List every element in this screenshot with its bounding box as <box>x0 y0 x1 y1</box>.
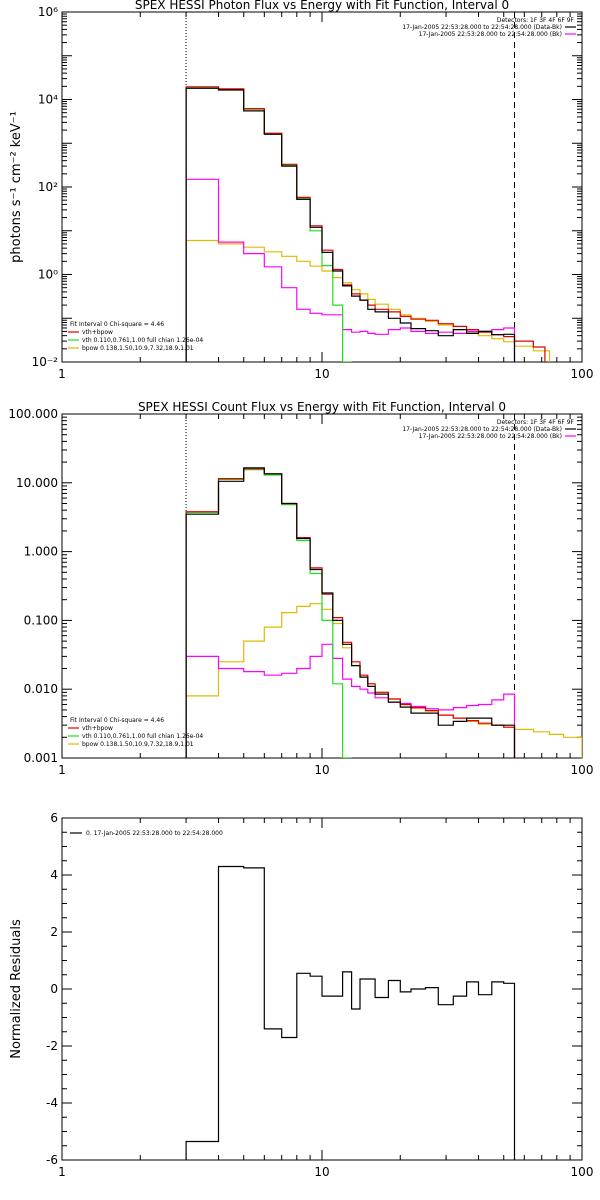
y-tick-label: 2 <box>50 925 58 939</box>
chart-panel-2: 1 10 100 -6 -4 -2 0 2 4 6 Normalized Residuals 0. 1… <box>9 811 593 1179</box>
series-data <box>185 87 516 362</box>
x-tick-label: 1 <box>58 1165 66 1179</box>
y-tick-label: 10.000 <box>16 476 58 490</box>
legend-top-line: Detectors: 1F 3F 4F 6F 9F <box>497 17 575 24</box>
x-tick-label: 10 <box>314 763 329 777</box>
y-tick-label: 10⁻² <box>32 355 59 369</box>
series-data <box>185 467 516 758</box>
y-axis-label: Normalized Residuals <box>9 919 24 1059</box>
series-vth-bpow <box>185 468 516 758</box>
y-tick-label: 10² <box>38 180 58 194</box>
chart-panel-1: 1 10 100 0.001 0.010 0.100 1.000 10.000 100.000 S… <box>8 400 593 777</box>
y-tick-label: 0 <box>50 982 58 996</box>
series-vth <box>185 469 352 758</box>
fit-legend-line: vth+bpow <box>82 725 113 732</box>
series-data <box>185 865 516 1160</box>
series-background <box>185 643 516 758</box>
series-bpow <box>185 603 582 758</box>
x-tick-label: 100 <box>571 367 594 381</box>
y-tick-label: -2 <box>46 1039 58 1053</box>
series-vth-bpow <box>185 86 546 362</box>
fit-legend-line: Fit Interval 0 Chi-square = 4.46 <box>70 321 164 328</box>
plot-frame <box>61 11 583 363</box>
chart-title: SPEX HESSI Photon Flux vs Energy with Fi… <box>135 0 509 12</box>
series-background <box>185 178 516 362</box>
y-tick-label: 0.100 <box>24 613 58 627</box>
y-tick-label: 1.000 <box>24 545 58 559</box>
fit-legend-line: vth+bpow <box>82 329 113 336</box>
chart-panel-0: 1 10 100 10⁻² 10⁰ 10² 10⁴ 10⁶ SPEX HESSI Photon … <box>9 0 593 381</box>
x-tick-label: 10 <box>314 1165 329 1179</box>
legend-top-line: 17-Jan-2005 22:53:28.000 to 22:54:28.000… <box>419 31 562 38</box>
y-tick-label: 10⁴ <box>38 93 58 107</box>
y-tick-label: -4 <box>46 1096 58 1110</box>
series-bpow <box>185 239 551 362</box>
chart-title: SPEX HESSI Count Flux vs Energy with Fit… <box>138 400 506 414</box>
fit-legend-line: bpow 0.138,1.50,10.9,7.32,18.9,1.01 <box>82 741 194 748</box>
y-tick-label: 100.000 <box>8 407 58 421</box>
series-vth <box>185 86 352 362</box>
fit-legend-line: Fit Interval 0 Chi-square = 4.46 <box>70 717 164 724</box>
legend-top-line: 17-Jan-2005 22:53:28.000 to 22:54:28.000… <box>402 426 562 433</box>
y-tick-label: 0.010 <box>24 682 58 696</box>
fit-legend-line: bpow 0.138,1.50,10.9,7.32,18.9,1.01 <box>82 345 194 352</box>
y-tick-label: 10⁰ <box>38 268 58 282</box>
y-tick-label: 0.001 <box>24 751 58 765</box>
x-tick-label: 100 <box>571 1165 594 1179</box>
y-tick-label: 10⁶ <box>38 5 58 19</box>
legend-top-line: 17-Jan-2005 22:53:28.000 to 22:54:28.000… <box>419 433 562 440</box>
legend-top-line: 17-Jan-2005 22:53:28.000 to 22:54:28.000… <box>402 24 562 31</box>
y-tick-label: -6 <box>46 1153 58 1167</box>
legend-line: 0. 17-Jan-2005 22:53:28.000 to 22:54:28.… <box>86 830 223 837</box>
y-tick-label: 4 <box>50 868 58 882</box>
fit-legend-line: vth 0.110,0.761,1.00 full chian 1.26e-04 <box>82 733 203 740</box>
x-tick-label: 1 <box>58 763 66 777</box>
y-axis-label: photons s⁻¹ cm⁻² keV⁻¹ <box>9 111 24 263</box>
x-tick-label: 1 <box>58 367 66 381</box>
fit-legend-line: vth 0.110,0.761,1.00 full chian 1.26e-04 <box>82 337 203 344</box>
y-tick-label: 6 <box>50 811 58 825</box>
x-tick-label: 100 <box>571 763 594 777</box>
legend-top-line: Detectors: 1F 3F 4F 6F 9F <box>497 419 575 426</box>
x-tick-label: 10 <box>314 367 329 381</box>
